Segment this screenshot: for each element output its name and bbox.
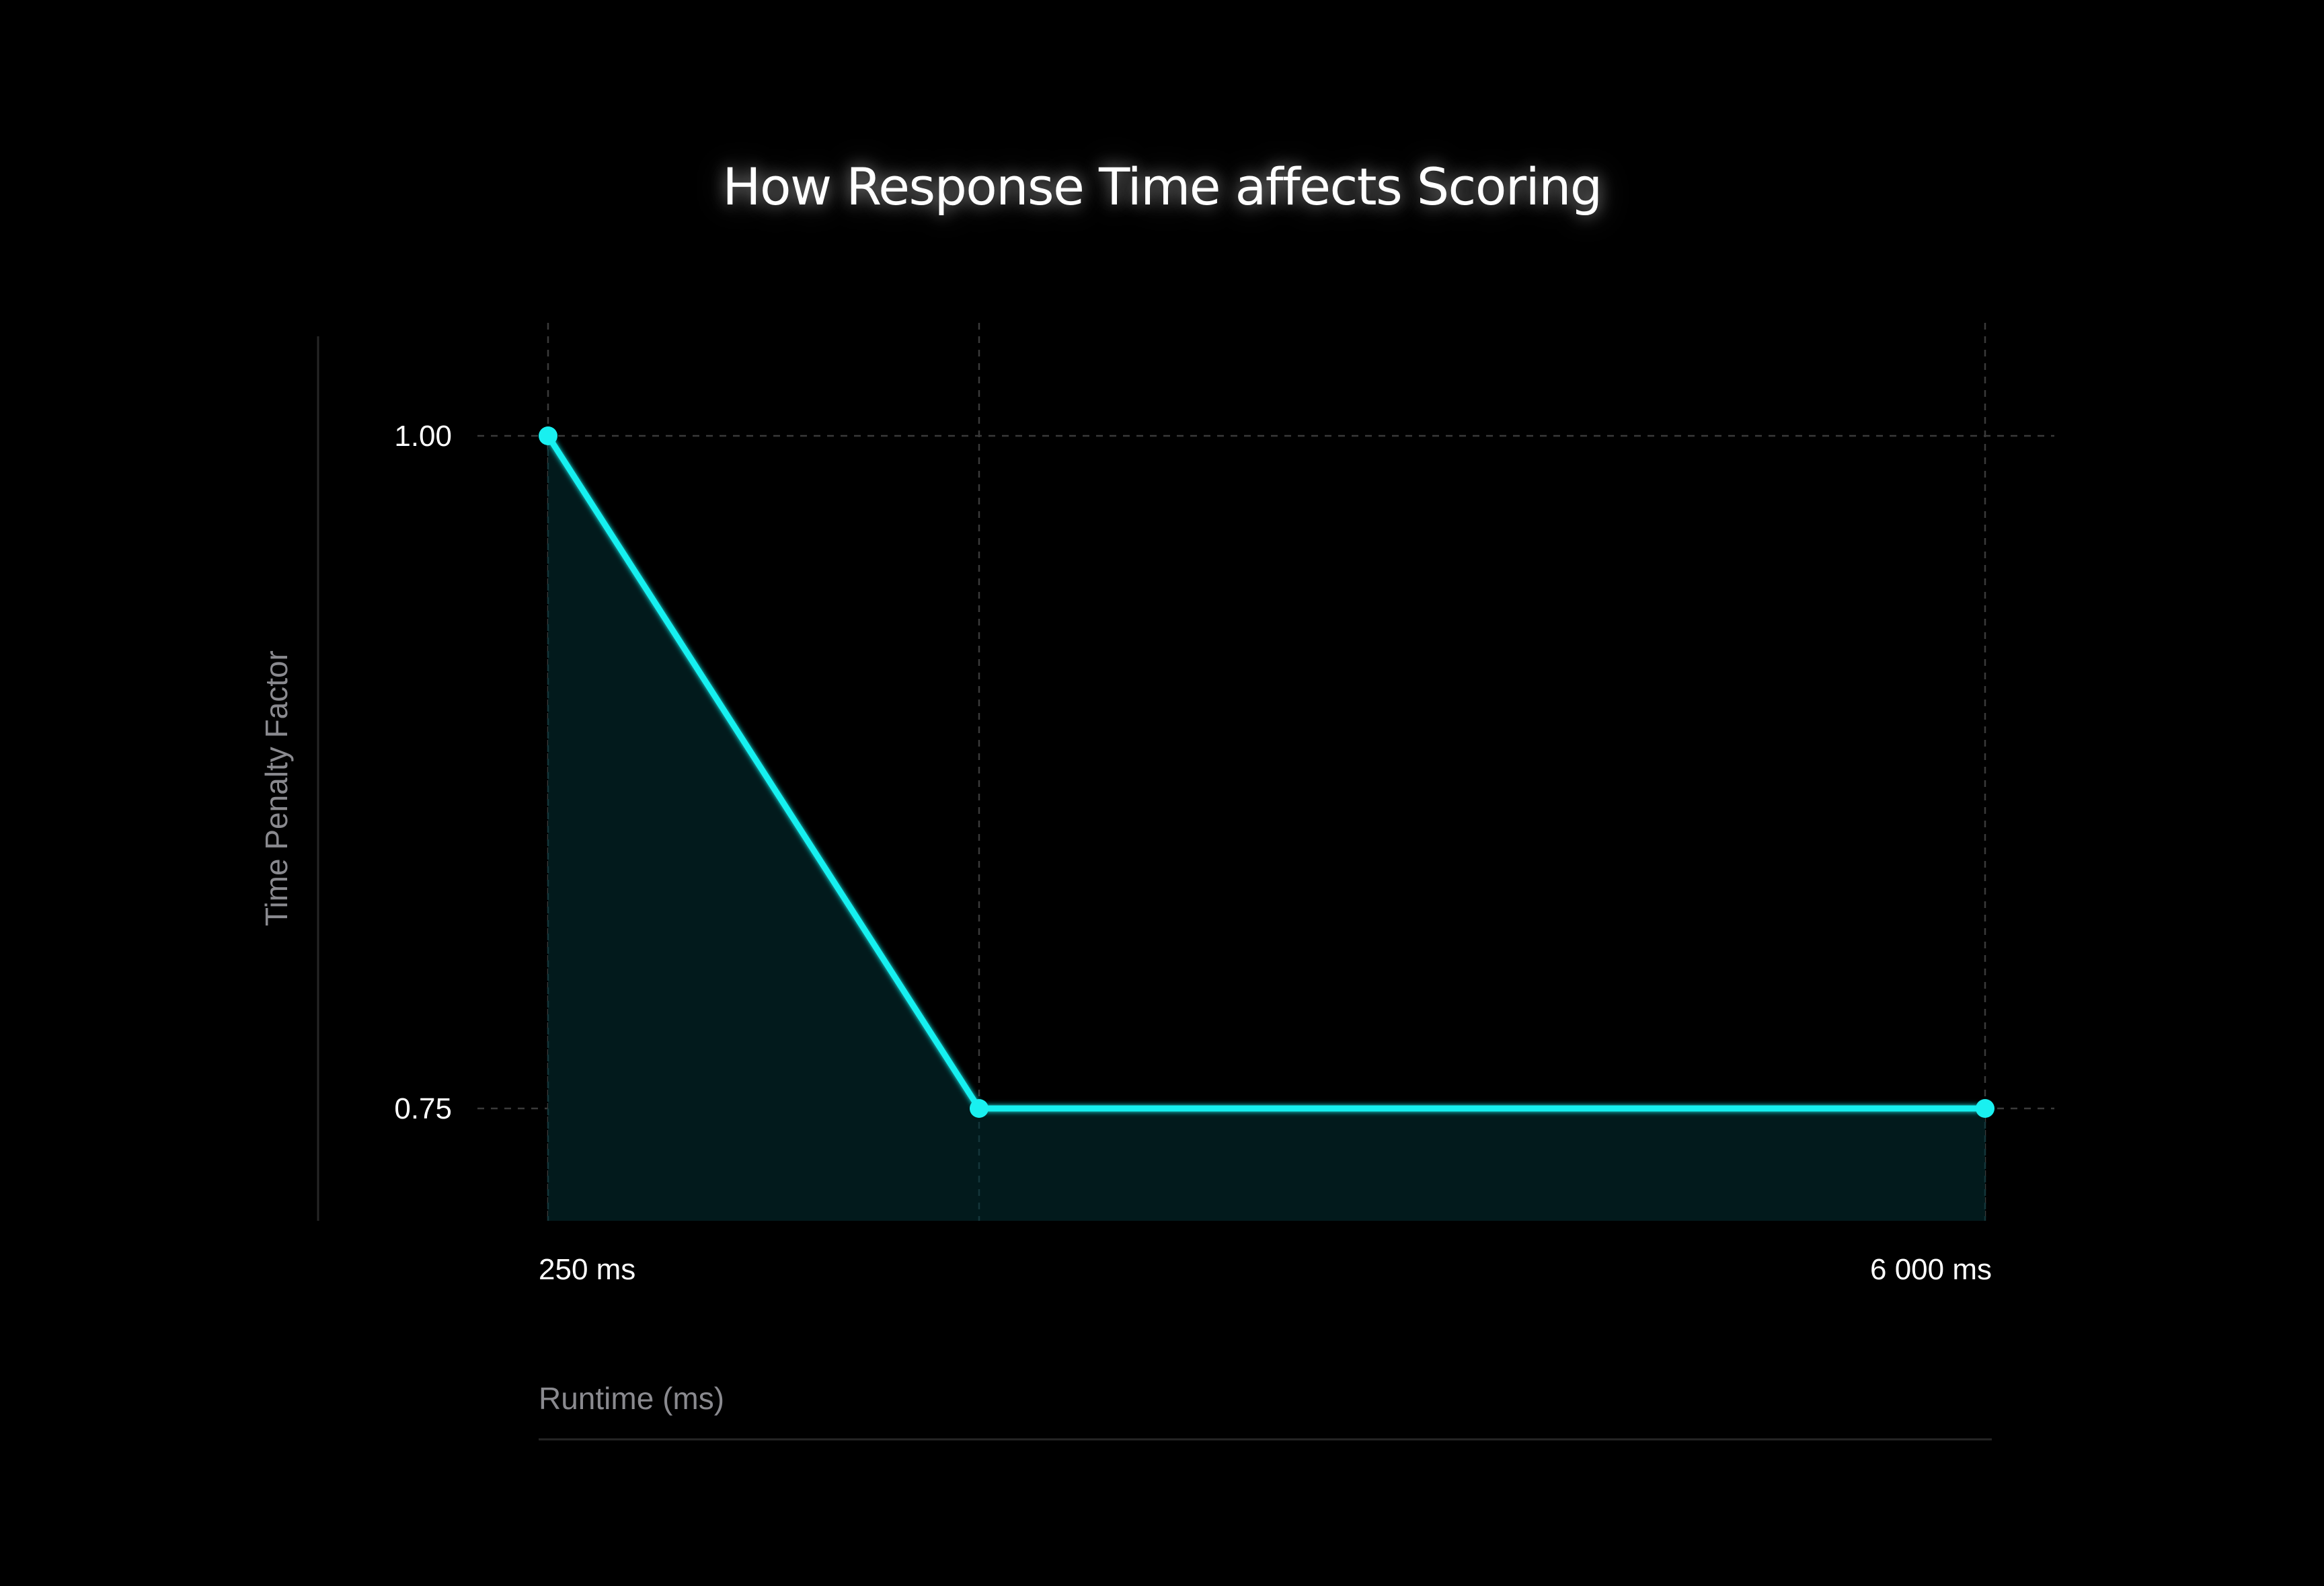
chart-title: How Response Time affects Scoring (722, 157, 1602, 217)
x-tick-label-1: 6 000 ms (1870, 1253, 1992, 1286)
data-point-0 (539, 426, 557, 445)
data-point-1 (970, 1099, 989, 1118)
point-layer (539, 426, 1994, 1118)
x-ticks: 250 ms 6 000 ms (539, 1253, 1992, 1286)
y-ticks: 1.00 0.75 (394, 420, 452, 1125)
y-tick-label-0: 1.00 (394, 420, 452, 453)
data-point-2 (1976, 1099, 1994, 1118)
y-axis-title: Time Penalty Factor (259, 650, 294, 926)
area-layer (547, 436, 1986, 1221)
x-tick-label-0: 250 ms (539, 1253, 635, 1286)
y-tick-label-1: 0.75 (394, 1092, 452, 1125)
area-fill (548, 436, 1985, 1221)
x-axis-title: Runtime (ms) (539, 1381, 724, 1416)
